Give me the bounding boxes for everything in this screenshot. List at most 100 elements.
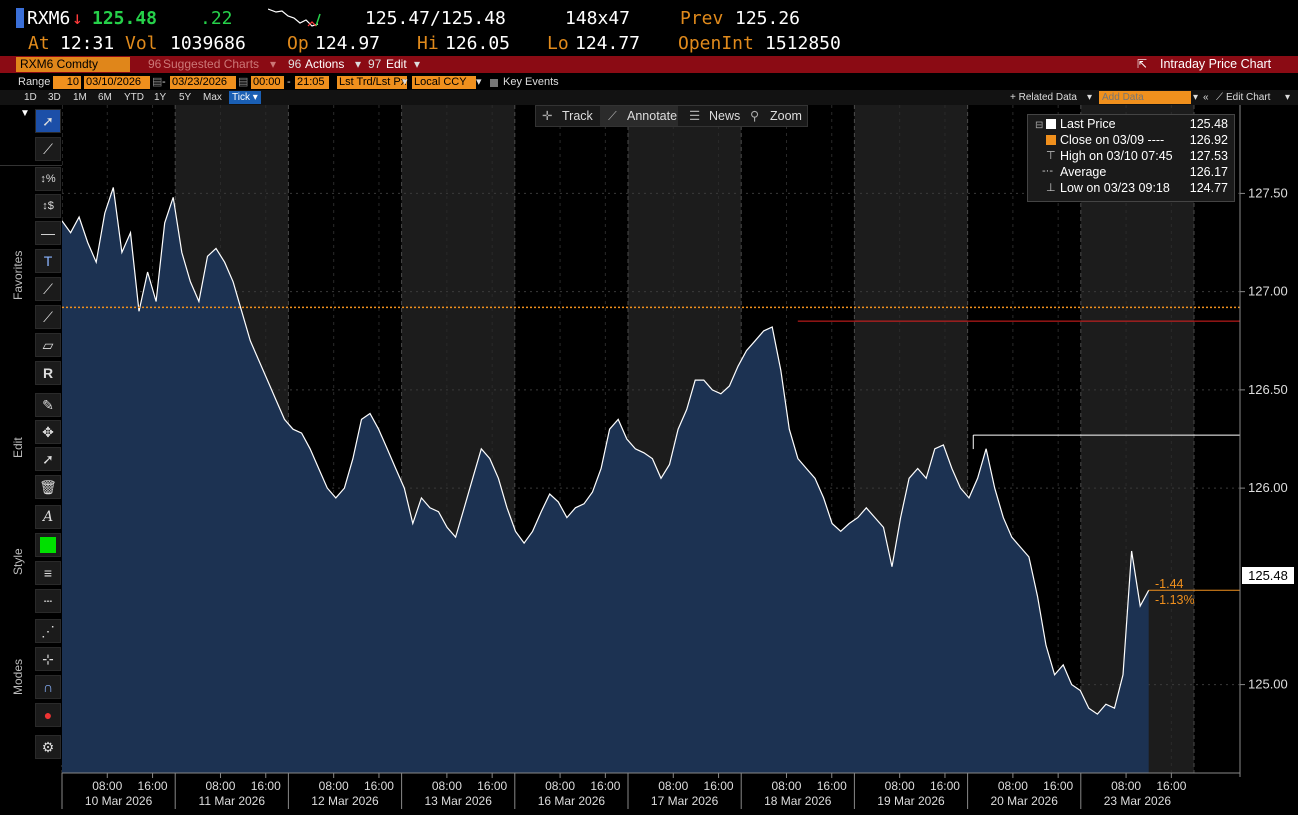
dotted-draw-icon[interactable]: ⋰ <box>35 619 61 643</box>
pen-edit-icon[interactable]: ✎ <box>35 393 61 417</box>
period-tick[interactable]: Tick ▾ <box>229 91 261 104</box>
crosshair-mode-icon[interactable]: ⊹ <box>35 647 61 671</box>
period-1m[interactable]: 1M <box>73 92 87 103</box>
key-events-checkbox[interactable] <box>490 79 498 87</box>
color-picker[interactable] <box>35 533 61 557</box>
range-label: Range <box>18 76 51 88</box>
price-mode-select[interactable]: Lst Trd/Lst Px <box>337 76 407 89</box>
period-ytd[interactable]: YTD <box>124 92 144 103</box>
collapse-icon[interactable]: « <box>1203 92 1209 103</box>
pointer-tool-icon[interactable]: ➚ <box>35 109 61 133</box>
quote-header: RXM6 ↓ 125.48 .22 125.47/125.48 148x47 P… <box>0 0 1298 56</box>
time-value: 12:31 <box>60 33 115 54</box>
edit-chart-button[interactable]: Edit Chart <box>1226 92 1271 103</box>
x-hour-label: 08:00 <box>205 779 235 793</box>
bid-ask: 125.47/125.48 <box>365 8 506 29</box>
move-icon[interactable]: ✥ <box>35 420 61 444</box>
percent-scale-icon[interactable]: ↕% <box>35 167 61 191</box>
period-5y[interactable]: 5Y <box>179 92 192 103</box>
trash-icon[interactable]: 🗑 <box>35 475 61 499</box>
legend-swatch-close <box>1046 135 1056 145</box>
x-hour-label: 16:00 <box>930 779 960 793</box>
ray-line-icon[interactable]: ⟋ <box>35 305 61 329</box>
toolbar-collapse-icon[interactable]: ▼ <box>20 108 30 119</box>
period-6m[interactable]: 6M <box>98 92 112 103</box>
x-hour-label: 08:00 <box>92 779 122 793</box>
x-day-label: 19 Mar 2026 <box>877 794 945 808</box>
edit-dropdown-icon: ▾ <box>414 57 421 71</box>
related-data-button[interactable]: + Related Data <box>1010 92 1077 103</box>
key-events-label: Key Events <box>503 76 559 88</box>
annotate-active-bg <box>600 106 678 126</box>
period-1d[interactable]: 1D <box>24 92 37 103</box>
annotate-icon: ⟋ <box>608 109 617 123</box>
currency-select[interactable]: Local CCY <box>412 76 476 89</box>
price-chart[interactable]: 127.50 127.00 126.50 126.00 125.00 08:00 16:0… <box>0 105 1298 815</box>
annotate-button[interactable]: Annotate <box>627 109 678 123</box>
add-data-dropdown-icon[interactable]: ▾ <box>1193 92 1199 103</box>
draw-line-tool-icon[interactable]: ⟋ <box>35 137 61 161</box>
multicolor-mode-icon[interactable]: ● <box>35 703 61 727</box>
menu-bar: RXM6 Comdty 96 Suggested Charts ▾ 96 Act… <box>0 56 1298 73</box>
hi-value: 126.05 <box>445 33 511 54</box>
security-field[interactable]: RXM6 Comdty <box>16 57 130 72</box>
x-day-label: 11 Mar 2026 <box>199 794 266 808</box>
magnet-mode-icon[interactable]: ∩ <box>35 675 61 699</box>
period-1y[interactable]: 1Y <box>154 92 167 103</box>
start-date-field[interactable]: 03/10/2026 <box>84 76 150 89</box>
down-arrow-icon: ↓ <box>72 8 83 29</box>
period-3d[interactable]: 3D <box>48 92 61 103</box>
dollar-scale-icon[interactable]: ↕$ <box>35 194 61 218</box>
track-button[interactable]: Track <box>562 109 593 123</box>
actions-dropdown-icon: ▾ <box>355 57 362 71</box>
channel-icon[interactable]: ▱ <box>35 333 61 357</box>
trendline-icon[interactable]: ⟋ <box>35 277 61 301</box>
related-data-dropdown-icon[interactable]: ▾ <box>1087 92 1093 103</box>
start-time-field[interactable]: 00:00 <box>251 76 284 89</box>
end-date-field[interactable]: 03/23/2026 <box>170 76 236 89</box>
price-area <box>62 187 1149 773</box>
add-data-input[interactable] <box>1099 91 1191 104</box>
currency-dropdown-icon[interactable]: ▾ <box>476 76 482 88</box>
edit-button[interactable]: Edit <box>386 57 407 71</box>
zoom-button[interactable]: Zoom <box>770 109 802 123</box>
horizontal-line-icon[interactable]: — <box>35 221 61 245</box>
actions-num: 96 <box>288 57 302 71</box>
chart-toolbar: ✛ Track ⟋ Annotate ☰ News ⚲ Zoom <box>535 105 808 127</box>
font-style-icon[interactable]: A <box>35 505 61 529</box>
line-weight-icon[interactable]: ≡ <box>35 561 61 585</box>
settings-gear-icon[interactable]: ⚙ <box>35 735 61 759</box>
suggested-charts-button[interactable]: Suggested Charts <box>163 57 260 71</box>
legend-collapse-icon[interactable]: ⊟ <box>1035 120 1044 131</box>
line-style-icon[interactable]: ┄ <box>35 589 61 613</box>
edit-chart-dropdown-icon[interactable]: ▾ <box>1285 92 1291 103</box>
legend-value-average: 126.17 <box>1189 165 1228 179</box>
edit-chart-icon[interactable]: ⟋ <box>1216 92 1223 103</box>
favorites-label: Favorites <box>11 250 25 300</box>
period-max[interactable]: Max <box>203 92 222 103</box>
select-add-icon[interactable]: ➚ <box>35 447 61 471</box>
x-hour-label: 16:00 <box>251 779 281 793</box>
actions-button[interactable]: Actions <box>305 57 345 71</box>
legend: ⊟ Last Price 125.48 Close on 03/09 ---- … <box>1027 114 1235 202</box>
hi-label: Hi <box>417 33 439 54</box>
x-day-label: 12 Mar 2026 <box>311 794 379 808</box>
start-date-calendar-icon[interactable]: ▤ <box>152 76 163 88</box>
lo-value: 124.77 <box>575 33 641 54</box>
x-hour-label: 16:00 <box>590 779 620 793</box>
chart-title: Intraday Price Chart <box>1160 57 1272 71</box>
price-mode-dropdown-icon[interactable]: ▾ <box>402 76 408 88</box>
ticker[interactable]: RXM6 <box>27 8 71 29</box>
legend-label-last: Last Price <box>1060 117 1116 131</box>
retracement-icon[interactable]: R <box>35 361 61 385</box>
x-hour-label: 08:00 <box>1111 779 1141 793</box>
end-time-field[interactable]: 21:05 <box>295 76 329 89</box>
range-days[interactable]: 10 <box>53 76 81 89</box>
style-label: Style <box>11 548 25 575</box>
text-tool-icon[interactable]: T <box>35 249 61 273</box>
end-date-calendar-icon[interactable]: ▤ <box>238 76 249 88</box>
vol-value: 1039686 <box>170 33 246 54</box>
at-label: At <box>28 33 50 54</box>
news-button[interactable]: News <box>709 109 741 123</box>
